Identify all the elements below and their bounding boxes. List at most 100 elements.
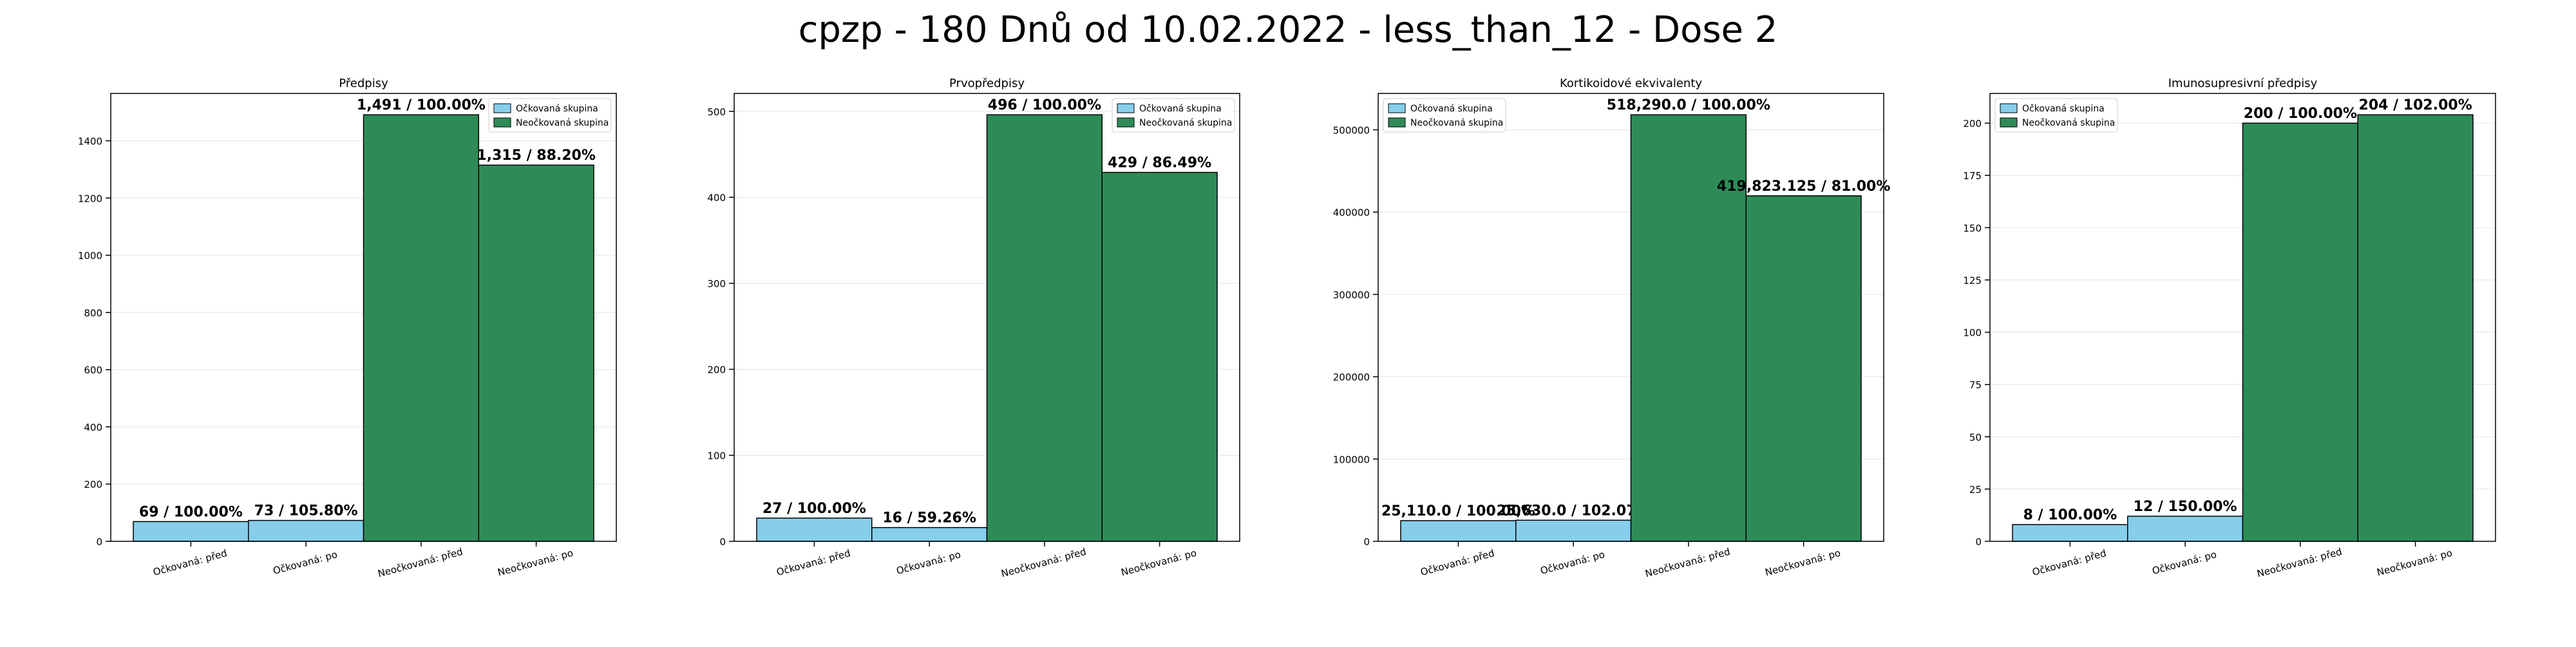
- figure-title: cpzp - 180 Dnů od 10.02.2022 - less_than…: [798, 9, 1778, 51]
- x-tick-label: Očkovaná: před: [152, 547, 229, 578]
- y-tick-label: 200: [84, 479, 102, 490]
- y-tick-label: 400000: [1333, 207, 1370, 218]
- bar-value-label: 8 / 100.00%: [2023, 507, 2117, 523]
- bar: [2012, 524, 2128, 542]
- bar: [986, 114, 1103, 542]
- y-tick-label: 1200: [78, 193, 102, 204]
- y-tick-label: 500: [707, 106, 726, 118]
- chart-title: Kortikoidové ekvivalenty: [1560, 77, 1702, 90]
- bar: [478, 164, 594, 542]
- legend-box: [1112, 98, 1235, 133]
- x-tick-label: Neočkovaná: po: [497, 547, 574, 579]
- bar: [1400, 520, 1517, 542]
- bar-value-label: 419,823.125 / 81.00%: [1717, 179, 1890, 195]
- y-tick-label: 25: [1969, 484, 1982, 496]
- y-tick-label: 75: [1969, 380, 1982, 391]
- bar: [2357, 114, 2474, 542]
- legend-label: Neočkovaná skupina: [1139, 118, 1232, 128]
- chart-panel: 0 100000 200000 300000 400000 500000 25,110.0 …: [1333, 77, 1891, 579]
- bar: [248, 519, 365, 542]
- legend-box: [1994, 98, 2118, 133]
- bar: [133, 521, 249, 542]
- x-tick-label: Očkovaná: po: [895, 548, 962, 577]
- y-tick-label: 600: [84, 365, 102, 376]
- bar-value-label: 69 / 100.00%: [139, 504, 243, 520]
- legend-box: [1383, 98, 1506, 133]
- y-tick-label: 0: [1975, 536, 1982, 548]
- legend-label: Očkovaná skupina: [2022, 104, 2105, 114]
- x-tick-label: Neočkovaná: před: [1644, 546, 1732, 580]
- y-tick-label: 175: [1963, 170, 1982, 182]
- y-tick-label: 125: [1963, 275, 1982, 286]
- y-tick-label: 400: [84, 421, 102, 433]
- y-tick-label: 200000: [1333, 372, 1370, 383]
- bar-value-label: 496 / 100.00%: [988, 97, 1101, 113]
- axes-frame: [1989, 93, 2496, 542]
- legend-box: [488, 98, 612, 133]
- x-tick-label: Očkovaná: po: [2151, 548, 2218, 577]
- x-tick-label: Neočkovaná: před: [1000, 546, 1088, 580]
- x-tick-label: Očkovaná: před: [775, 547, 852, 578]
- y-tick-label: 300: [707, 278, 726, 290]
- legend-label: Neočkovaná skupina: [516, 118, 609, 128]
- legend-label: Očkovaná skupina: [1139, 104, 1222, 114]
- y-tick-label: 0: [1363, 536, 1370, 548]
- axes-frame: [734, 93, 1240, 542]
- y-tick-label: 800: [84, 307, 102, 319]
- bar-value-label: 12 / 150.00%: [2134, 499, 2237, 515]
- legend-label: Neočkovaná skupina: [1410, 118, 1503, 128]
- y-tick-label: 150: [1963, 222, 1982, 234]
- y-tick-label: 0: [719, 536, 726, 548]
- bar-value-label: 204 / 102.00%: [2359, 97, 2472, 113]
- y-tick-label: 500000: [1333, 124, 1370, 136]
- legend-swatch: [1117, 117, 1135, 128]
- y-tick-label: 200: [1963, 118, 1982, 130]
- x-tick-label: Neočkovaná: po: [2376, 547, 2454, 579]
- legend-swatch: [1388, 103, 1406, 113]
- x-tick-label: Očkovaná: po: [1539, 548, 1606, 577]
- chart-panel: 0 25 50 75 100 125 150 175 200 8 / 100.00% 12 / 15…: [1963, 77, 2496, 579]
- legend-swatch: [2000, 103, 2018, 113]
- legend-label: Očkovaná skupina: [1410, 104, 1493, 114]
- axes-frame: [110, 93, 617, 542]
- x-tick-label: Očkovaná: po: [272, 548, 339, 577]
- y-tick-label: 100: [707, 450, 726, 462]
- chart-panel: 0 200 400 600 800 1000 1200 1400 69 / 100.00% 73 …: [78, 77, 617, 580]
- y-tick-label: 100000: [1333, 454, 1370, 465]
- legend: Očkovaná skupina Neočkovaná skupina: [1994, 98, 2118, 133]
- chart-title: Prvopředpisy: [949, 77, 1025, 90]
- bar: [1515, 519, 1632, 542]
- legend: Očkovaná skupina Neočkovaná skupina: [1383, 98, 1506, 133]
- x-tick-label: Očkovaná: před: [2031, 547, 2108, 578]
- bar-value-label: 200 / 100.00%: [2244, 106, 2357, 122]
- bar-value-label: 1,491 / 100.00%: [357, 97, 486, 113]
- chart-panel: 0 100 200 300 400 500 27 / 100.00% 16 / 59.26% 4…: [707, 77, 1240, 579]
- bar: [756, 517, 873, 542]
- x-tick-label: Očkovaná: před: [1419, 547, 1496, 578]
- legend-swatch: [2000, 117, 2018, 128]
- bar: [1630, 114, 1747, 542]
- y-tick-label: 100: [1963, 327, 1982, 339]
- chart-title: Předpisy: [339, 77, 388, 90]
- legend-swatch: [1388, 117, 1406, 128]
- bar: [2242, 122, 2358, 542]
- y-tick-label: 200: [707, 364, 726, 376]
- legend-label: Očkovaná skupina: [516, 104, 598, 114]
- bar: [1745, 195, 1862, 542]
- bar-value-label: 16 / 59.26%: [882, 510, 976, 526]
- bar-value-label: 25,110.0 / 100.00%: [1381, 503, 1535, 519]
- x-tick-label: Neočkovaná: po: [1764, 547, 1842, 579]
- y-tick-label: 400: [707, 192, 726, 204]
- y-tick-label: 50: [1969, 432, 1982, 443]
- bar-value-label: 73 / 105.80%: [254, 503, 358, 519]
- bar-value-label: 429 / 86.49%: [1108, 155, 1211, 171]
- legend: Očkovaná skupina Neočkovaná skupina: [488, 98, 612, 133]
- x-tick-label: Neočkovaná: po: [1120, 547, 1198, 579]
- bar-value-label: 27 / 100.00%: [762, 501, 866, 517]
- bar: [2127, 516, 2244, 542]
- legend: Očkovaná skupina Neočkovaná skupina: [1112, 98, 1235, 133]
- y-tick-label: 300000: [1333, 289, 1370, 301]
- x-tick-label: Neočkovaná: před: [377, 546, 464, 580]
